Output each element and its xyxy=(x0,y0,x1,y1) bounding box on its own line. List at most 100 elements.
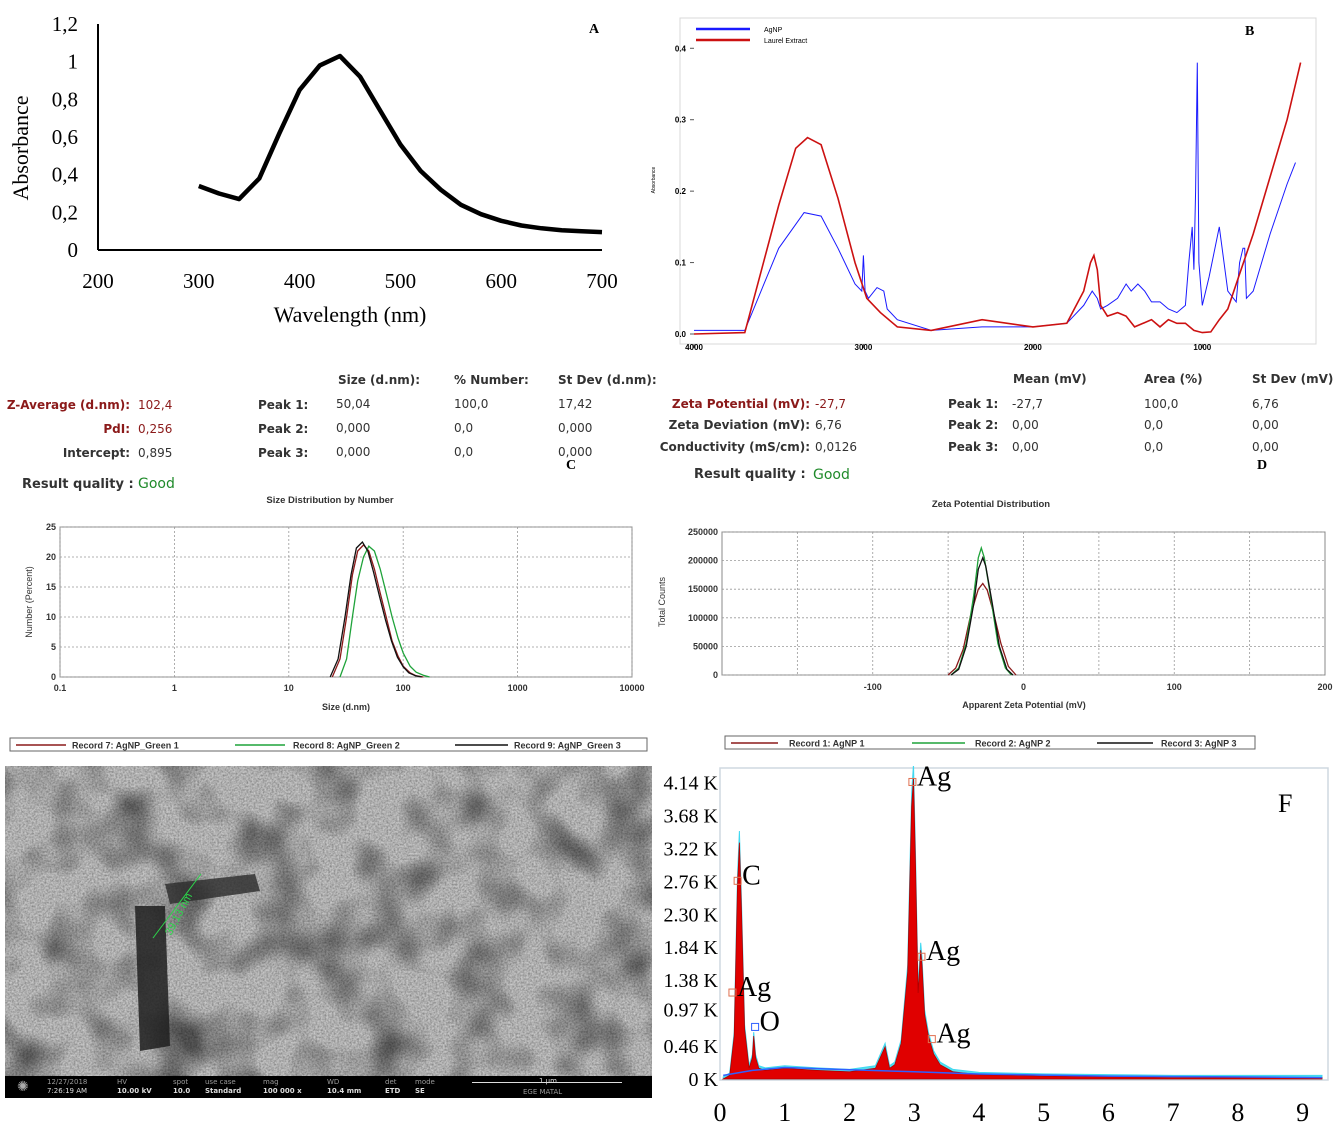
dls-peak2-pct: 0,0 xyxy=(454,421,474,435)
eds-peak-label: O xyxy=(760,1006,780,1037)
sem-wd-label: WD xyxy=(327,1078,340,1086)
ftir-y-tick-label: 0.1 xyxy=(675,259,687,268)
zeta-dist-x-tick-label: -100 xyxy=(864,682,882,692)
eds-x-tick-label: 4 xyxy=(972,1098,985,1126)
ftir-agnp-line xyxy=(694,62,1296,331)
uvvis-chart: 0 0,2 0,4 0,6 0,8 1 1,2 200 300 400 500 600 700 Abso… xyxy=(8,12,618,327)
size-dist-x-tick-label: 10 xyxy=(284,683,294,693)
legend-record7-label: Record 7: AgNP_Green 1 xyxy=(72,741,179,751)
ftir-chart: 0.0 0.1 0.2 0.3 0.4 4000 3000 2000 1000 AgNP Lau… xyxy=(651,17,1317,352)
uvvis-x-axis-label: Wavelength (nm) xyxy=(274,302,427,327)
eds-y-tick-label: 1.84 K xyxy=(664,937,719,959)
zeta-peak1-mean: -27,7 xyxy=(1012,397,1044,411)
dls-peak1-stdev: 17,42 xyxy=(558,397,593,411)
sem-dark-regions xyxy=(5,766,652,1098)
sem-org: EGE MATAL xyxy=(523,1088,563,1096)
zeta-dist-legend xyxy=(724,735,1256,750)
eds-peak-label: Ag xyxy=(936,1019,970,1050)
size-dist-x-tick-label: 1000 xyxy=(508,683,528,693)
ftir-y-tick-label: 0.2 xyxy=(675,187,687,196)
eds-peak-marker xyxy=(908,777,917,786)
panel-letter-d: D xyxy=(1257,458,1268,473)
zeta-potential-label: Zeta Potential (mV): xyxy=(671,397,810,411)
eds-x-tick-label: 1 xyxy=(778,1098,791,1126)
eds-x-tick-label: 3 xyxy=(908,1098,921,1126)
eds-x-tick-label: 9 xyxy=(1296,1098,1309,1126)
dls-peak2-stdev: 0,000 xyxy=(558,421,593,435)
dls-col-number: % Number: xyxy=(454,373,529,387)
zeta-peak1-label: Peak 1: xyxy=(948,397,999,411)
dls-peak1-pct: 100,0 xyxy=(454,397,489,411)
ftir-x-tick-label: 3000 xyxy=(855,343,873,352)
size-dist-y-tick-label: 10 xyxy=(46,612,56,622)
dls-peak3-label: Peak 3: xyxy=(258,446,309,460)
eds-x-tick-label: 2 xyxy=(843,1098,856,1126)
dls-peak2-label: Peak 2: xyxy=(258,422,309,436)
size-dist-plot-frame xyxy=(59,526,633,678)
zeta-result-value: Good xyxy=(813,467,850,483)
ftir-x-tick-label: 4000 xyxy=(685,343,703,352)
zeta-dist-x-tick-label: 100 xyxy=(1167,682,1182,692)
eds-peak-marker xyxy=(751,1022,760,1031)
conductivity-label: Conductivity (mS/cm): xyxy=(659,440,810,454)
zeta-peak2-area: 0,0 xyxy=(1144,418,1164,432)
sem-mode-value: SE xyxy=(415,1087,425,1095)
eds-spectrum-area xyxy=(721,778,1323,1080)
ftir-y-tick-label: 0.3 xyxy=(675,116,687,125)
sem-mag-label: mag xyxy=(263,1078,279,1086)
zeta-peak3-area: 0,0 xyxy=(1144,440,1164,454)
sem-image: 39,13 nm ✺ 12/27/2018 7:26:19 AM HV 10.0… xyxy=(5,766,652,1098)
panel-letter-f: F xyxy=(1278,789,1292,818)
uvvis-y-tick-label: 1,2 xyxy=(52,12,78,36)
eds-y-tick-label: 2.30 K xyxy=(664,904,719,926)
legend-record1-label: Record 1: AgNP 1 xyxy=(789,739,865,749)
dls-peak1-size: 50,04 xyxy=(336,397,371,411)
eds-chart: 0 K 0.46 K 0.97 K 1.38 K 1.84 K 2.30 K 2.76 K 3… xyxy=(664,766,1329,1126)
eds-peak-label: C xyxy=(742,860,761,891)
size-dist-x-tick-label: 1 xyxy=(172,683,177,693)
zeta-result-label: Result quality : xyxy=(694,467,806,482)
uvvis-x-tick-label: 200 xyxy=(82,269,114,293)
size-dist-record9-line xyxy=(329,540,422,678)
sem-scalebar-label: 1 µm xyxy=(539,1077,557,1085)
legend-record9-label: Record 9: AgNP_Green 3 xyxy=(514,741,621,751)
zeta-potential-value: -27,7 xyxy=(815,397,847,411)
zeta-dist-record2-line xyxy=(950,545,1012,676)
size-dist-record8-line xyxy=(339,545,430,678)
dls-col-size: Size (d.nm): xyxy=(338,373,421,387)
uvvis-y-axis-label: Absorbance xyxy=(8,95,33,200)
ftir-y-tick-label: 0.4 xyxy=(675,44,687,53)
zeta-peak2-label: Peak 2: xyxy=(948,418,999,432)
pdi-label: PdI: xyxy=(103,422,130,436)
uvvis-x-tick-label: 400 xyxy=(284,269,316,293)
size-dist-x-tick-label: 10000 xyxy=(619,683,644,693)
z-average-value: 102,4 xyxy=(138,398,173,412)
zeta-col-mean: Mean (mV) xyxy=(1013,372,1087,386)
z-average-label: Z-Average (d.nm): xyxy=(6,398,130,412)
sem-spot-value: 10.0 xyxy=(173,1087,191,1095)
eds-peak-label: Ag xyxy=(917,766,951,792)
dls-col-stdev: St Dev (d.nm): xyxy=(558,373,657,387)
uvvis-y-tick-label: 0,4 xyxy=(52,163,79,187)
eds-x-tick-label: 8 xyxy=(1231,1098,1244,1126)
dls-stats: Size (d.nm): % Number: St Dev (d.nm): Z-… xyxy=(0,365,660,500)
uvvis-absorbance-line xyxy=(198,53,603,235)
zeta-dist-y-tick-label: 150000 xyxy=(688,584,718,594)
eds-peak-marker xyxy=(728,988,737,997)
uvvis-x-tick-label: 300 xyxy=(183,269,215,293)
dls-peak2-size: 0,000 xyxy=(336,421,371,435)
zeta-dist-y-tick-label: 0 xyxy=(713,670,718,680)
uvvis-y-tick-label: 0 xyxy=(68,238,79,262)
zeta-col-stdev: St Dev (mV) xyxy=(1252,372,1333,386)
zeta-peak1-area: 100,0 xyxy=(1144,397,1179,411)
eds-y-tick-label: 3.68 K xyxy=(664,805,719,827)
eds-x-tick-label: 7 xyxy=(1167,1098,1180,1126)
zeta-deviation-value: 6,76 xyxy=(815,418,842,432)
pdi-value: 0,256 xyxy=(138,422,173,436)
sem-det-value: ETD xyxy=(385,1087,401,1095)
sem-hv-label: HV xyxy=(117,1078,128,1086)
uvvis-y-tick-label: 0,2 xyxy=(52,200,78,224)
eds-plot-frame xyxy=(719,767,1329,1081)
sem-hv-value: 10.00 kV xyxy=(117,1087,152,1095)
uvvis-y-tick-label: 1 xyxy=(68,50,79,74)
